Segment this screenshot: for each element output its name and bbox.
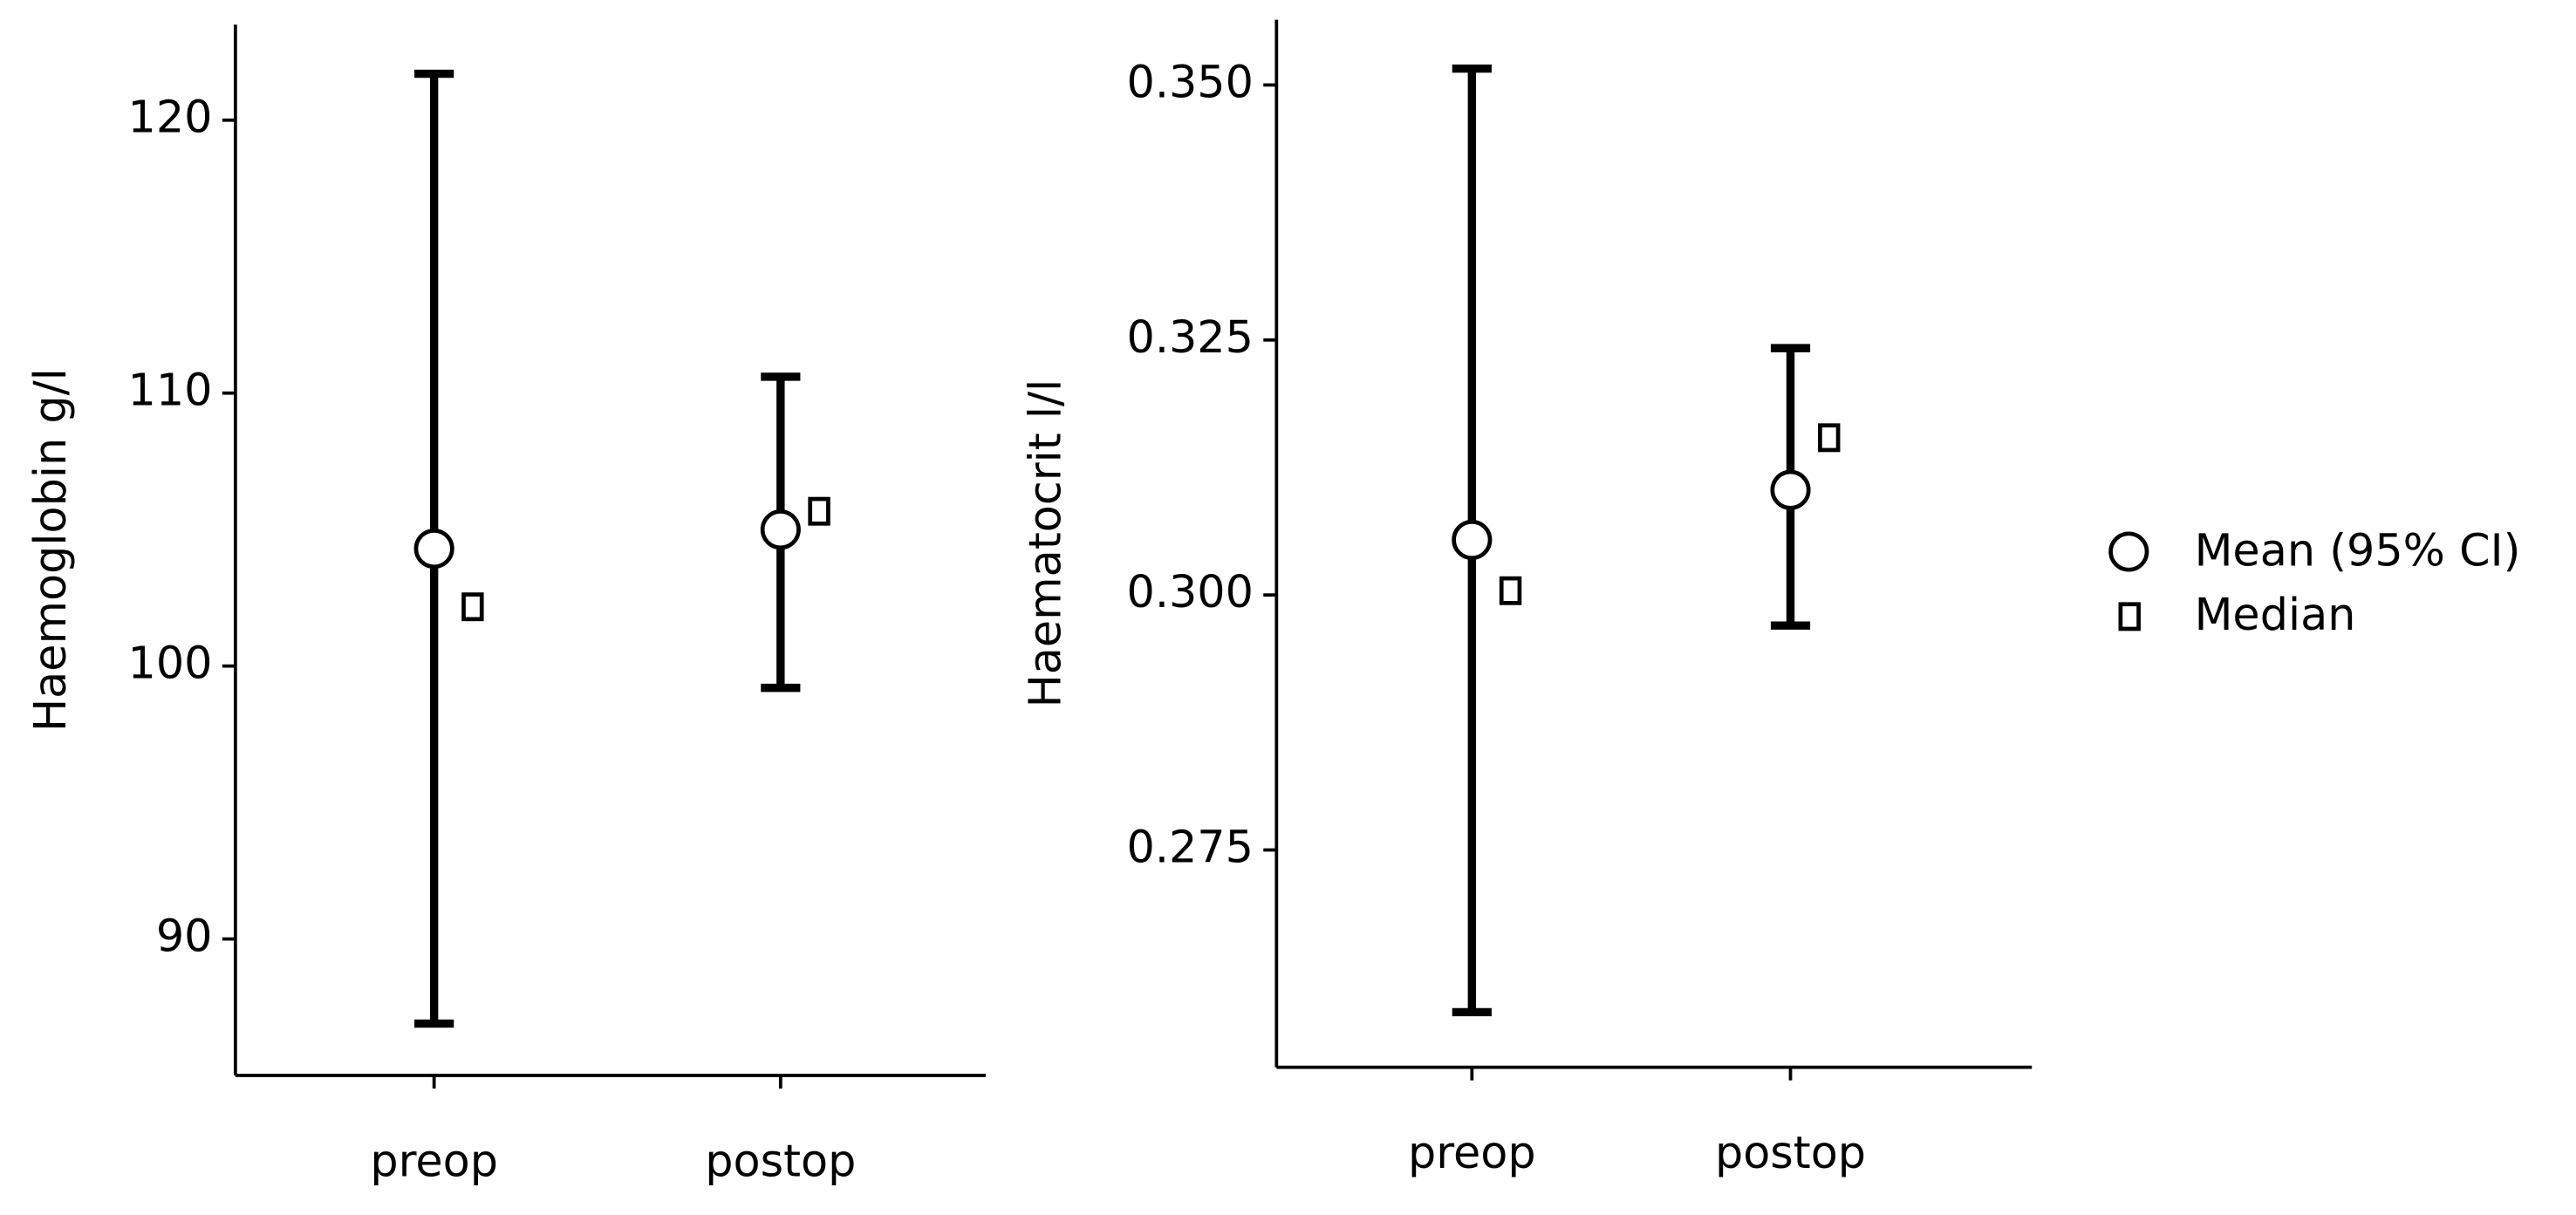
y-tick-label: 0.350 (1127, 56, 1254, 107)
y-tick-label: 90 (156, 911, 213, 962)
y-tick-label: 100 (128, 638, 213, 689)
x-tick-label: preop (370, 1136, 498, 1187)
median-marker (808, 496, 830, 526)
legend-label: Median (2195, 589, 2356, 640)
y-tick-label: 120 (128, 92, 213, 143)
x-tick-label: preop (1408, 1127, 1536, 1178)
median-marker (1818, 423, 1841, 453)
mean-marker (1452, 519, 1493, 561)
y-tick-label: 110 (128, 365, 213, 416)
y-axis-label: Haematocrit l/l (1020, 379, 1071, 708)
legend-median-symbol (2118, 602, 2141, 631)
x-tick-label: postop (705, 1136, 856, 1187)
y-tick-label: 0.275 (1127, 821, 1254, 872)
y-axis-label: Haemoglobin g/l (24, 368, 76, 732)
y-tick-label: 0.300 (1127, 566, 1254, 618)
x-tick-label: postop (1715, 1127, 1866, 1178)
legend-label: Mean (95% CI) (2195, 524, 2521, 576)
y-tick-label: 0.325 (1127, 311, 1254, 363)
median-marker (461, 592, 484, 622)
legend-mean-symbol (2108, 531, 2149, 572)
mean-marker (760, 509, 801, 550)
median-marker (1499, 576, 1522, 605)
mean-marker (1770, 469, 1811, 510)
mean-marker (413, 528, 454, 570)
